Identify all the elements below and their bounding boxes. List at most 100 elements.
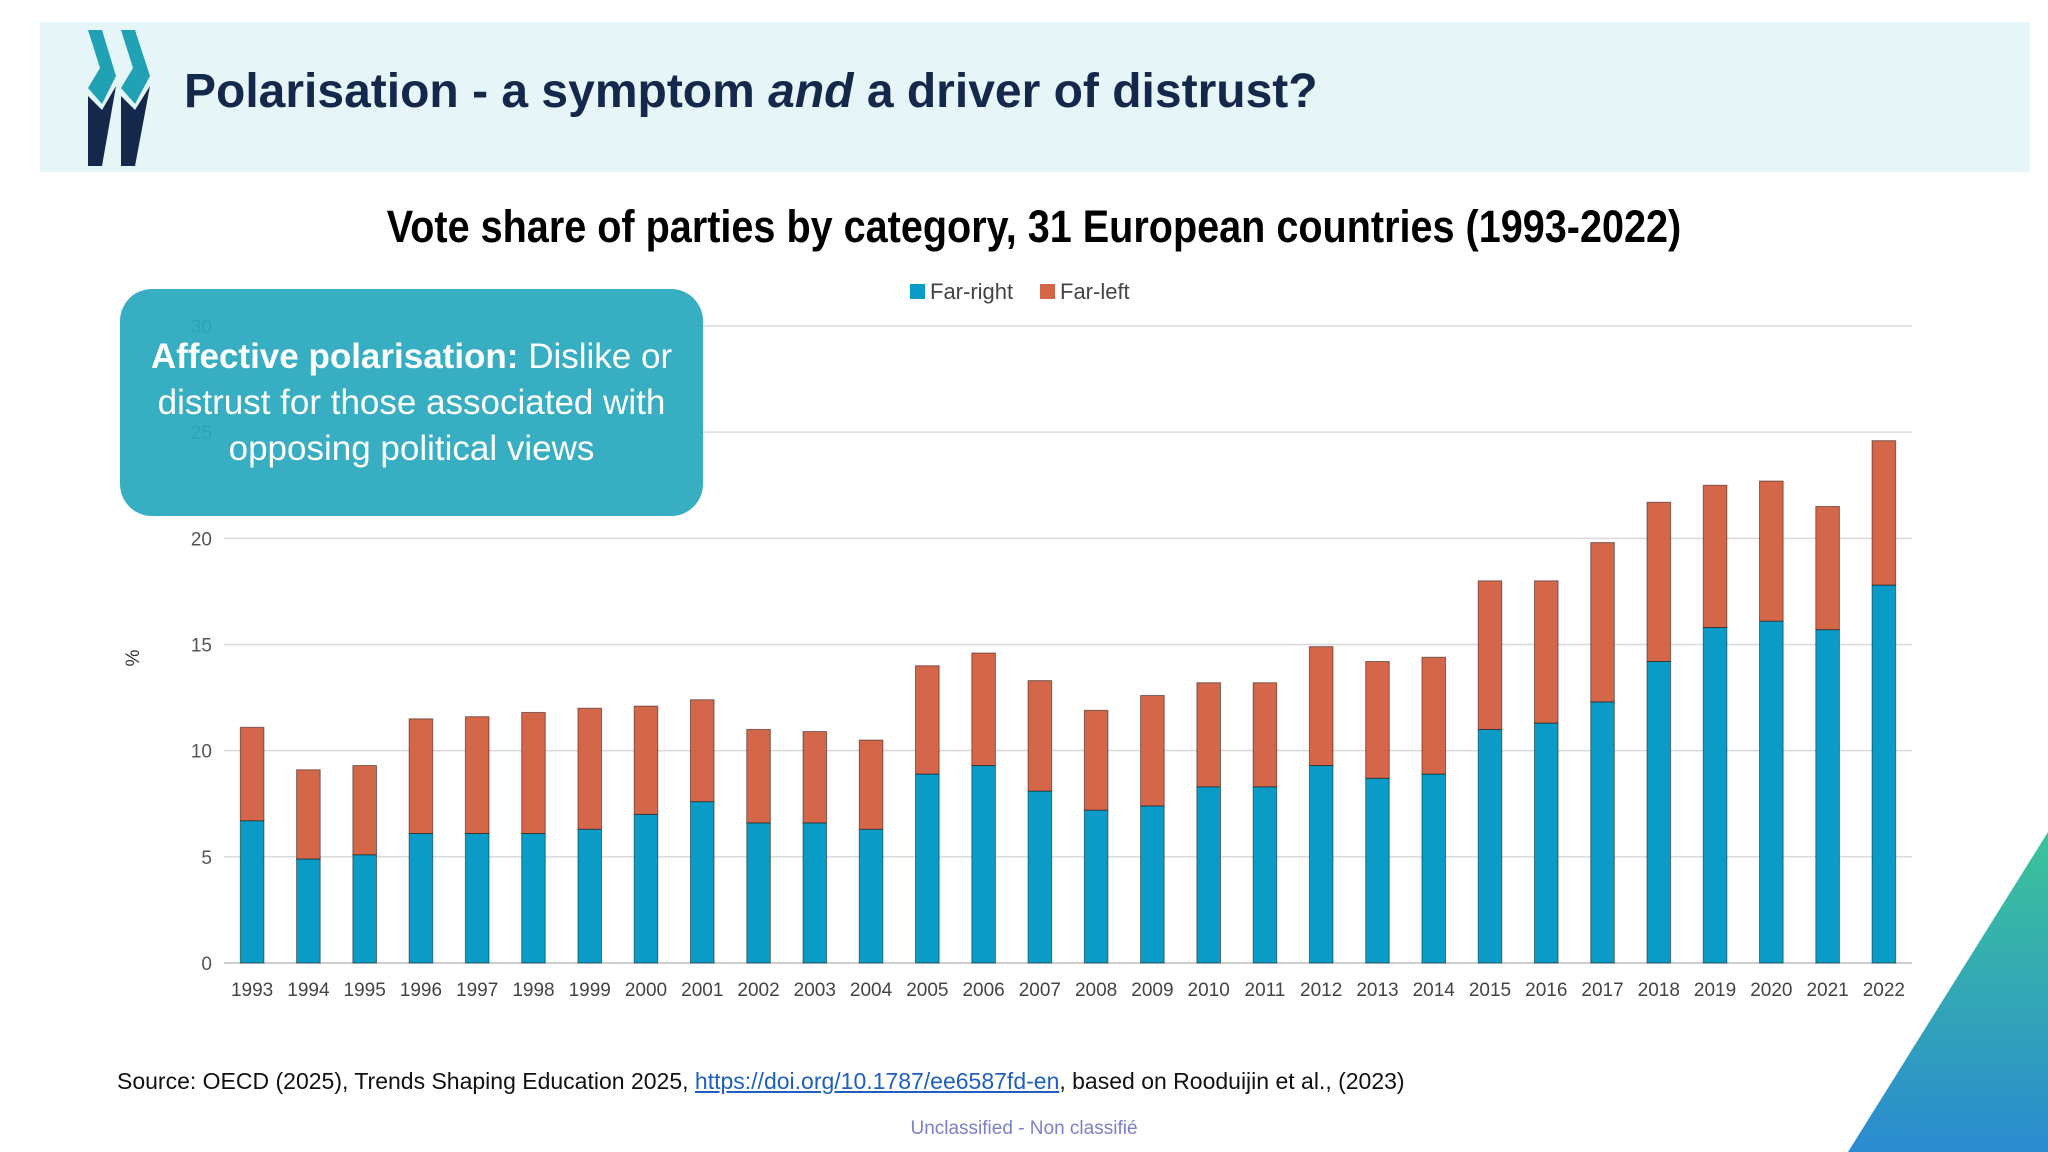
bar-far-right bbox=[464, 832, 490, 964]
bar-far-left bbox=[1871, 440, 1897, 586]
y-tick-label: 0 bbox=[201, 954, 212, 975]
bar-far-right bbox=[1646, 660, 1672, 964]
source-doi-link[interactable]: https://doi.org/10.1787/ee6587fd-en bbox=[694, 1068, 1060, 1094]
bar-far-left bbox=[1083, 709, 1109, 811]
bar-far-left bbox=[1815, 505, 1840, 631]
bar-far-right bbox=[1421, 773, 1447, 964]
y-tick-label: 10 bbox=[191, 742, 212, 763]
bar-far-left bbox=[239, 726, 265, 822]
oecd-logo-icon bbox=[88, 30, 150, 166]
bar-far-left bbox=[1365, 660, 1390, 779]
bar-far-right bbox=[689, 801, 715, 964]
chart-legend: Far-right Far-left bbox=[910, 279, 1130, 304]
legend-label: Far-right bbox=[930, 279, 1013, 304]
x-tick-label: 2001 bbox=[681, 980, 723, 1001]
x-tick-label: 2004 bbox=[850, 980, 893, 1001]
x-tick-label: 2012 bbox=[1300, 980, 1342, 1001]
legend-swatch bbox=[1040, 284, 1055, 299]
chart-gridlines bbox=[224, 325, 1912, 964]
x-tick-label: 2015 bbox=[1469, 980, 1511, 1001]
x-tick-label: 2013 bbox=[1356, 980, 1398, 1001]
x-tick-label: 2000 bbox=[625, 980, 667, 1001]
bar-far-left bbox=[352, 765, 377, 856]
bar-far-left bbox=[689, 699, 715, 803]
bar-far-right bbox=[858, 828, 884, 964]
x-tick-label: 2021 bbox=[1806, 980, 1848, 1001]
x-axis-ticks: 1993 1994 1995 1996 1997 1998 1999 2000 2001 2002… bbox=[231, 980, 1905, 1001]
bar-far-right bbox=[1252, 786, 1278, 964]
bar-far-left bbox=[1646, 501, 1672, 662]
x-tick-label: 1996 bbox=[400, 980, 442, 1001]
bar-far-right bbox=[1083, 809, 1109, 964]
x-tick-label: 2018 bbox=[1638, 980, 1680, 1001]
bar-far-left bbox=[802, 731, 828, 824]
bar-far-right bbox=[1477, 728, 1503, 964]
chart-title: Vote share of parties by category, 31 Eu… bbox=[387, 202, 1681, 252]
source-note: Source: OECD (2025), Trends Shaping Educ… bbox=[117, 1068, 1405, 1094]
x-tick-label: 2011 bbox=[1245, 980, 1286, 1001]
y-tick-label: 20 bbox=[191, 529, 212, 550]
x-tick-label: 2022 bbox=[1863, 980, 1905, 1001]
x-tick-label: 2003 bbox=[794, 980, 836, 1001]
bar-far-right bbox=[971, 765, 996, 964]
x-tick-label: 2014 bbox=[1413, 980, 1456, 1001]
bar-far-right bbox=[1815, 629, 1840, 964]
bar-far-left bbox=[1590, 542, 1615, 703]
bar-far-right bbox=[802, 822, 828, 964]
classification-label: Unclassified - Non classifié bbox=[910, 1118, 1138, 1139]
x-tick-label: 2010 bbox=[1188, 980, 1230, 1001]
x-tick-label: 1997 bbox=[456, 980, 498, 1001]
bar-far-right bbox=[915, 773, 940, 964]
x-tick-label: 2008 bbox=[1075, 980, 1117, 1001]
bar-far-right bbox=[296, 858, 321, 964]
bar-far-left bbox=[633, 705, 659, 815]
bar-far-left bbox=[971, 652, 996, 767]
x-tick-label: 1999 bbox=[569, 980, 611, 1001]
bar-far-left bbox=[915, 665, 940, 775]
bar-far-left bbox=[577, 707, 603, 830]
bar-far-right bbox=[1759, 620, 1784, 964]
x-tick-label: 2006 bbox=[962, 980, 1004, 1001]
bar-far-left bbox=[1027, 680, 1053, 792]
bar-far-left bbox=[1196, 682, 1221, 788]
bar-far-left bbox=[408, 718, 434, 834]
callout-text: Affective polarisation: Dislike or distr… bbox=[150, 336, 673, 468]
bar-far-left bbox=[1252, 682, 1278, 788]
chart-bars bbox=[239, 440, 1897, 964]
x-tick-label: 2020 bbox=[1750, 980, 1792, 1001]
x-tick-label: 2005 bbox=[906, 980, 948, 1001]
x-tick-label: 1994 bbox=[287, 980, 330, 1001]
legend-label: Far-left bbox=[1060, 279, 1130, 304]
bar-far-left bbox=[296, 769, 321, 860]
bar-far-left bbox=[1759, 480, 1784, 622]
header-band bbox=[40, 22, 2030, 172]
bar-far-left bbox=[1533, 580, 1559, 724]
x-tick-label: 2007 bbox=[1019, 980, 1061, 1001]
bar-far-right bbox=[1365, 777, 1390, 964]
bar-far-left bbox=[464, 716, 490, 834]
bar-far-left bbox=[858, 739, 884, 830]
x-tick-label: 1995 bbox=[344, 980, 386, 1001]
bar-far-right bbox=[1590, 701, 1615, 964]
x-tick-label: 2017 bbox=[1581, 980, 1623, 1001]
bar-far-left bbox=[1308, 646, 1334, 767]
bar-far-right bbox=[577, 828, 603, 964]
x-tick-label: 2002 bbox=[737, 980, 779, 1001]
bar-far-right bbox=[746, 822, 771, 964]
bar-far-right bbox=[633, 813, 659, 964]
y-tick-label: 15 bbox=[191, 636, 212, 657]
bar-far-right bbox=[1027, 790, 1053, 964]
bar-far-right bbox=[352, 854, 377, 964]
x-tick-label: 2009 bbox=[1131, 980, 1173, 1001]
bar-far-left bbox=[1421, 656, 1447, 775]
x-tick-label: 1998 bbox=[512, 980, 554, 1001]
bar-far-right bbox=[1140, 805, 1165, 964]
legend-swatch bbox=[910, 284, 925, 299]
x-tick-label: 2016 bbox=[1525, 980, 1567, 1001]
x-tick-label: 1993 bbox=[231, 980, 273, 1001]
bar-far-right bbox=[408, 832, 434, 964]
x-tick-label: 2019 bbox=[1694, 980, 1736, 1001]
bar-far-left bbox=[746, 728, 771, 824]
bar-far-right bbox=[1196, 786, 1221, 964]
